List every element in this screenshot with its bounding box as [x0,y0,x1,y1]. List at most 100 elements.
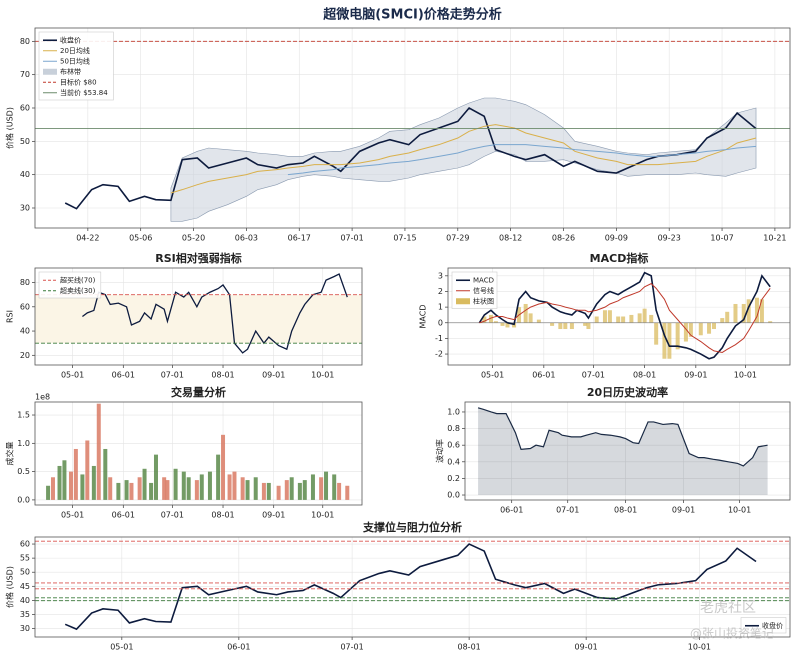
watermark-author: @张山投资笔记 [690,626,774,641]
histogram-bar [482,316,487,323]
x-tick-label: 10-01 [688,643,711,652]
watermark-logo: 老虎社区 [700,600,756,616]
x-tick-label: 06-03 [235,234,258,243]
y-tick-label: 80 [20,37,30,46]
series-line [478,271,771,360]
volume-bar [103,448,108,500]
volume-bar [194,480,199,500]
legend-box [38,31,114,101]
histogram-bar [569,322,574,330]
x-tick-label: 08-01 [458,643,481,652]
x-tick-label: 09-01 [262,511,285,520]
plot-frame [34,267,363,366]
x-tick-label: 09-01 [684,371,707,380]
y-tick-label: 0.6 [447,441,460,450]
x-tick-label: 10-01 [311,371,334,380]
series-line [170,124,757,194]
x-tick-label: 10-07 [710,234,733,243]
histogram-bar [500,322,505,326]
panel-title: 20日历史波动率 [587,385,668,399]
histogram-bar [637,313,642,323]
x-tick-label: 07-29 [446,234,469,243]
chart-title: 超微电脑(SMCI)价格走势分析 [323,7,502,23]
volume-bar [186,477,191,500]
x-tick-label: 06-01 [227,643,250,652]
series-line [479,283,771,354]
histogram-bar [649,314,654,323]
histogram-bar [528,313,533,323]
y-tick-label: 0.0 [447,491,460,500]
volume-bar [173,468,178,500]
histogram-bar [505,322,510,328]
volume-bar [310,474,315,500]
volume-bar [50,477,55,500]
volume-bar [73,448,78,500]
volume-bar [80,474,85,500]
x-tick-label: 10-01 [728,506,751,515]
y-tick-label: 40 [20,596,30,605]
histogram-bar [558,322,563,330]
volume-bar [232,471,237,500]
volume-bar [96,403,101,500]
histogram-bar [741,303,746,323]
y-axis-label: 波动率 [435,439,445,463]
histogram-bar [683,322,688,342]
panel: RSI相对强弱指标 RSI 20 40 60 80 05-01 06-01 07-01 08-01… [6,251,363,380]
histogram-bar [536,319,541,323]
x-tick-label: 09-01 [262,371,285,380]
x-tick-label: 06-01 [532,371,555,380]
x-tick-label: 06-01 [500,506,523,515]
series-line [64,543,757,631]
x-tick-label: 09-01 [575,643,598,652]
x-tick-label: 07-01 [582,371,605,380]
histogram-bar [583,322,588,326]
neutral-zone [35,294,362,344]
histogram-bar [642,308,647,323]
volatility-area [478,407,768,496]
histogram-bar [754,297,759,323]
volume-bar [253,477,258,500]
plot-frame [34,401,363,506]
panel-title: RSI相对强弱指标 [155,251,242,265]
histogram-bar [607,310,612,323]
volume-bar [199,474,204,500]
histogram-bar [493,321,498,323]
y-tick-label: 60 [20,540,30,549]
volume-bar [91,465,96,500]
volume-bar [68,471,73,500]
legend-label: 50日均线 [60,56,90,65]
x-tick-label: 08-01 [614,506,637,515]
y-tick-label: 1.0 [17,439,30,448]
panel-title: 支撑位与阻力位分析 [362,520,462,534]
y-tick-label: 0.4 [447,457,460,466]
volume-bar [165,480,170,500]
x-tick-label: 07-15 [393,234,416,243]
histogram-bar [688,322,693,337]
legend-box [740,617,787,634]
legend: 收盘价 [740,617,787,634]
x-tick-label: 04-22 [76,234,99,243]
y-tick-label: 0.2 [447,474,460,483]
legend-label: 超卖线(30) [60,286,96,295]
histogram-bar [733,303,738,323]
histogram-bar [746,299,751,323]
y-axis-label: MACD [419,305,428,329]
legend-label: 20日均线 [60,46,90,55]
histogram-bar [720,318,725,323]
x-tick-label: 08-01 [633,371,656,380]
x-tick-label: 09-23 [658,234,681,243]
y-axis-label: 价格 (USD) [5,566,15,608]
histogram-bar [654,322,659,345]
histogram-bar [662,322,667,359]
y-tick-label: 0.8 [447,424,460,433]
legend-swatch [43,68,57,75]
volume-bar [284,480,289,500]
x-tick-label: 07-01 [161,511,184,520]
y-tick-label: 0.0 [17,495,30,504]
volume-bar [297,482,302,500]
volume-bar [240,477,245,500]
histogram-bar [629,314,634,323]
